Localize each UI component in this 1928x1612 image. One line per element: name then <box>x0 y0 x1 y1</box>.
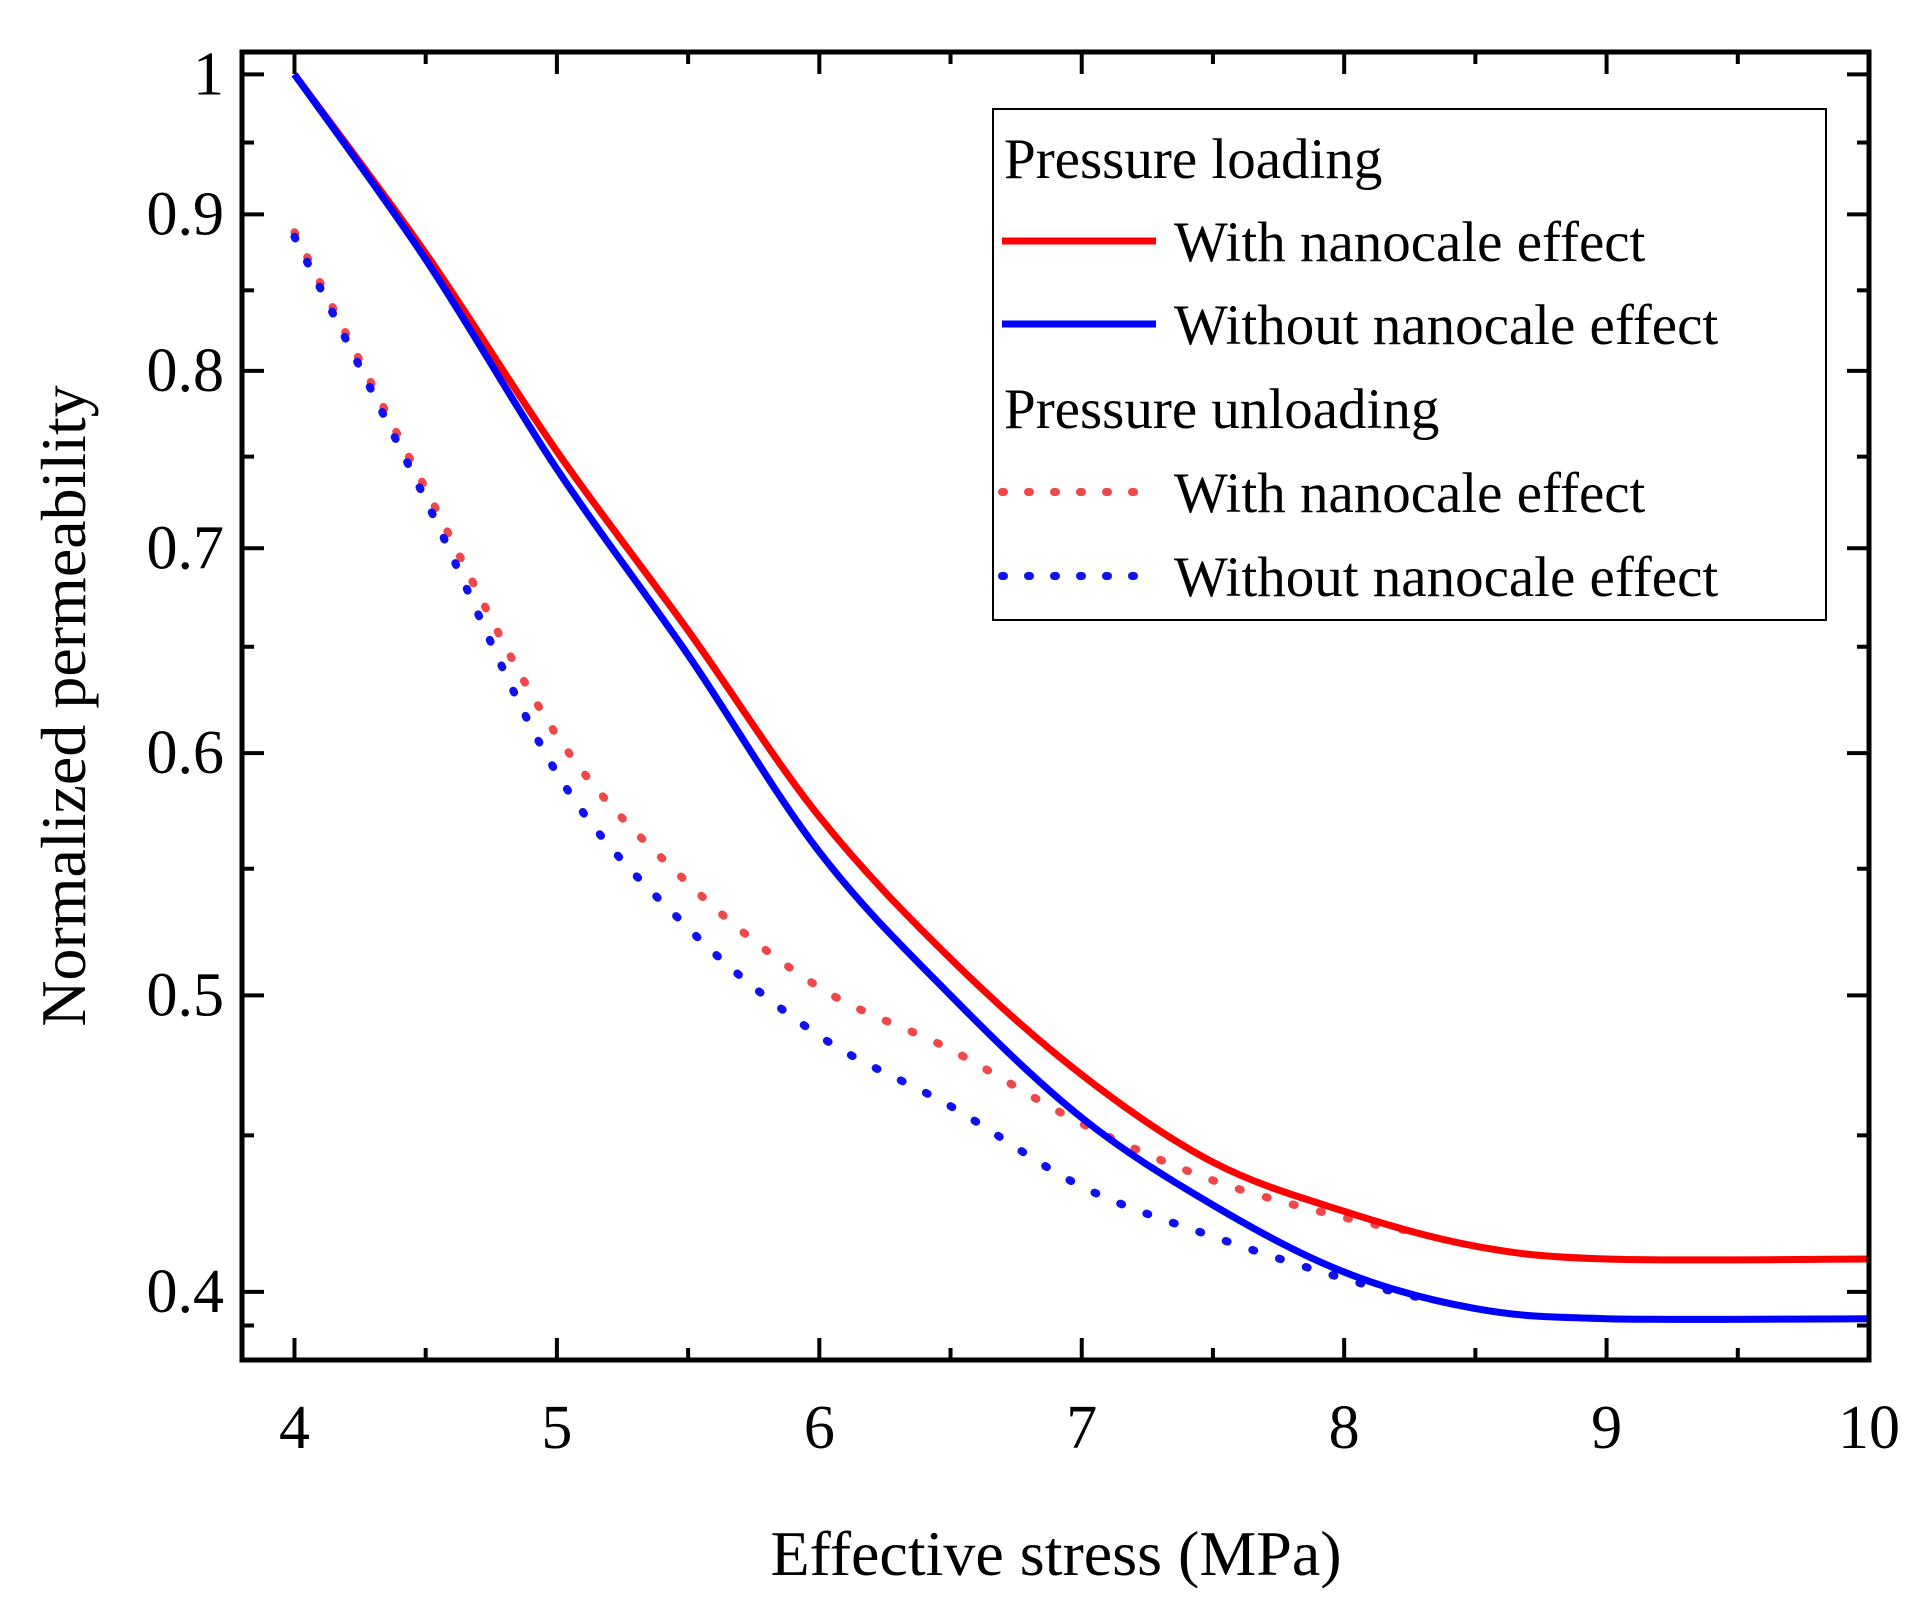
x-tick-label: 8 <box>1329 1394 1360 1462</box>
x-axis-title: Effective stress (MPa) <box>770 1518 1341 1589</box>
legend-group-loading: Pressure loading <box>1004 128 1382 191</box>
y-tick-label: 0.7 <box>147 514 225 582</box>
y-tick-label: 0.9 <box>147 180 225 248</box>
series-line-pressure-unloading-without <box>290 232 1427 1303</box>
x-tick-label: 6 <box>804 1394 835 1462</box>
y-tick-label: 1 <box>193 40 224 108</box>
x-tick-label: 7 <box>1066 1394 1097 1462</box>
legend: Pressure loading Pressure unloading With n… <box>992 108 1827 621</box>
legend-label: With nanocale effect <box>1174 211 1646 274</box>
series-line-pressure-loading-with <box>291 72 1870 1264</box>
y-tick-label: 0.5 <box>147 961 225 1029</box>
x-tick-label: 4 <box>279 1394 310 1462</box>
legend-label: Without nanocale effect <box>1174 294 1718 357</box>
legend-label: With nanocale effect <box>1174 462 1646 525</box>
x-tick-label: 10 <box>1838 1394 1900 1462</box>
y-tick-label: 0.4 <box>147 1258 225 1326</box>
series-line-pressure-loading-without <box>291 72 1870 1323</box>
x-tick-label: 9 <box>1591 1394 1622 1462</box>
plot-frame <box>239 49 1872 1363</box>
y-axis-title: Normalized permeability <box>28 385 99 1027</box>
legend-group-unloading: Pressure unloading <box>1004 378 1439 441</box>
x-tick-label: 5 <box>541 1394 572 1462</box>
y-tick-label: 0.6 <box>147 719 225 787</box>
legend-box <box>992 108 1827 621</box>
y-tick-label: 0.8 <box>147 337 225 405</box>
legend-label: Without nanocale effect <box>1174 546 1718 609</box>
